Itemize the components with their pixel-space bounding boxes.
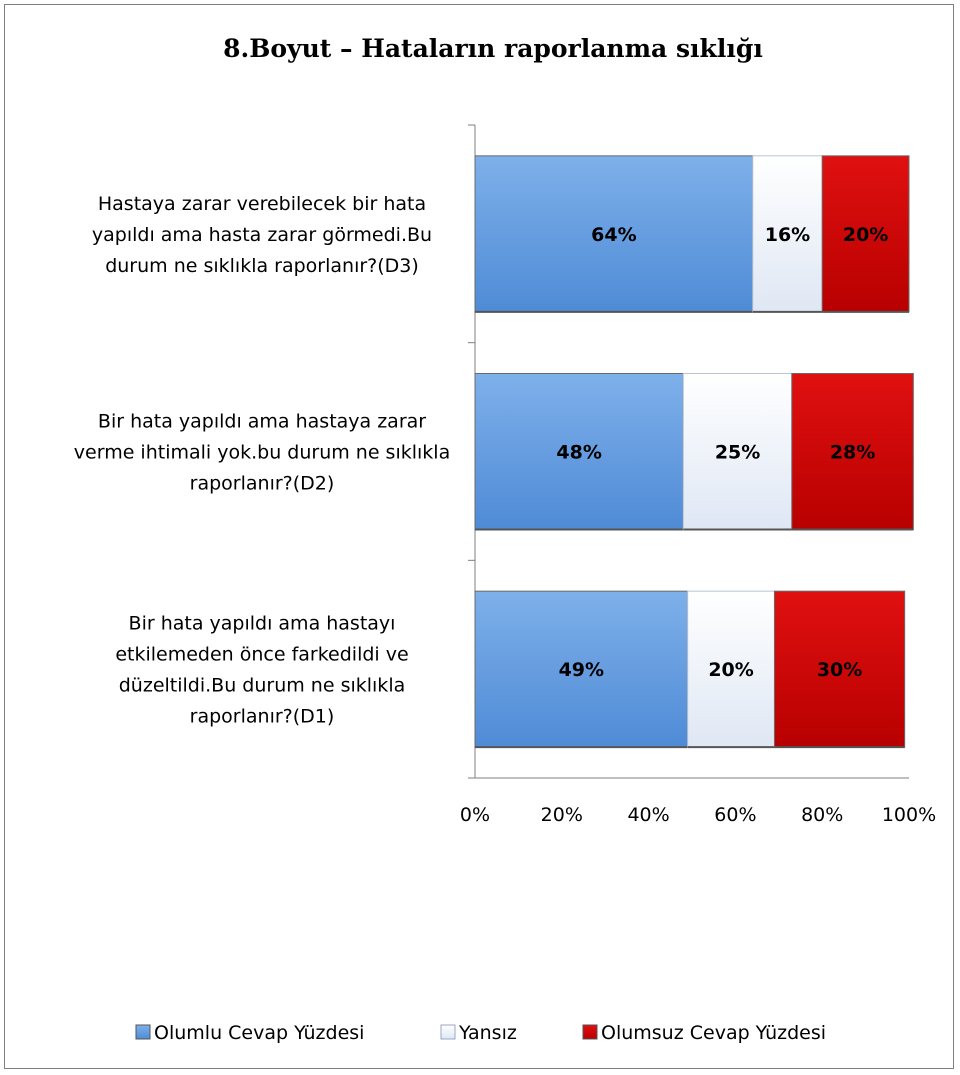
legend: Olumlu Cevap Yüzdesi Yansız Olumsuz Cevap … — [135, 1022, 826, 1044]
legend-label: Yansız — [458, 1022, 517, 1044]
chart-title: 8.Boyut – Hataların raporlanma sıklığı — [223, 34, 763, 63]
data-label: 49% — [559, 659, 604, 681]
legend-swatch — [582, 1024, 598, 1040]
category-label-line: Bir hata yapıldı ama hastayı — [129, 613, 396, 635]
x-tick-label: 60% — [714, 804, 756, 826]
data-label: 28% — [830, 442, 875, 464]
x-tick-label: 80% — [801, 804, 843, 826]
x-tick-labels: 0% 20% 40% 60% 80% 100% — [460, 804, 936, 826]
category-label-line: düzeltildi.Bu durum ne sıklıkla — [119, 675, 405, 697]
bar-segment — [773, 590, 906, 748]
x-tick-label: 20% — [541, 804, 583, 826]
category-label-line: Bir hata yapıldı ama hastaya zarar — [98, 411, 426, 433]
data-label: 48% — [556, 442, 601, 464]
data-label: 64% — [591, 224, 636, 246]
legend-label: Olumsuz Cevap Yüzdesi — [601, 1022, 826, 1044]
bar-segment — [474, 590, 689, 748]
bars: 64% 16% 20% 48% 25% 28% 49% 20% 30% — [474, 155, 914, 749]
data-label: 20% — [708, 659, 753, 681]
legend-label: Olumlu Cevap Yüzdesi — [154, 1022, 364, 1044]
data-label: 16% — [765, 224, 810, 246]
bar-segment — [752, 155, 823, 313]
category-label-line: Hastaya zarar verebilecek bir hata — [98, 193, 426, 215]
data-label: 30% — [817, 659, 862, 681]
category-labels: Hastaya zarar verebilecek bir hata yapıld… — [74, 193, 450, 728]
chart-frame: 8.Boyut – Hataların raporlanma sıklığı 6… — [4, 4, 954, 1069]
category-label-line: raporlanır?(D2) — [190, 473, 335, 495]
bar-segment — [791, 373, 914, 530]
bar-segment — [821, 155, 910, 313]
legend-swatch — [135, 1024, 151, 1040]
bar-segment — [474, 155, 754, 313]
stacked-bar-chart: 8.Boyut – Hataların raporlanma sıklığı 6… — [74, 34, 936, 1044]
bar-segment — [682, 373, 793, 530]
category-label-line: raporlanır?(D1) — [190, 706, 335, 728]
legend-swatch — [440, 1024, 456, 1040]
data-label: 25% — [715, 442, 760, 464]
x-tick-label: 40% — [627, 804, 669, 826]
category-label-line: verme ihtimali yok.bu durum ne sıklıkla — [74, 442, 450, 464]
category-label-line: yapıldı ama hasta zarar görmedi.Bu — [92, 224, 432, 246]
x-tick-label: 100% — [882, 804, 936, 826]
category-label-line: etkilemeden önce farkedildi ve — [115, 644, 408, 666]
category-label-line: durum ne sıklıkla raporlanır?(D3) — [105, 255, 419, 277]
data-label: 20% — [843, 224, 888, 246]
x-tick-label: 0% — [460, 804, 490, 826]
